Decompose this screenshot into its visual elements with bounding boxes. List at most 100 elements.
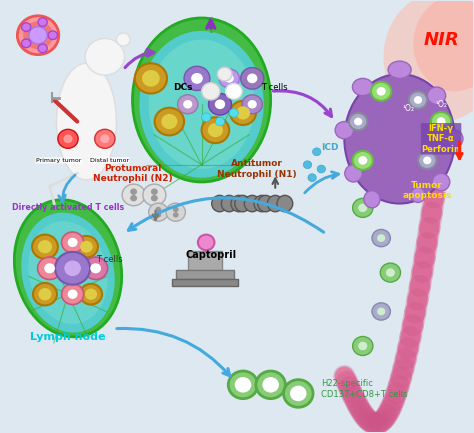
Circle shape — [75, 236, 98, 258]
Ellipse shape — [245, 195, 260, 212]
Circle shape — [191, 73, 203, 84]
Circle shape — [236, 106, 250, 120]
Circle shape — [219, 69, 239, 88]
Circle shape — [62, 284, 84, 304]
Circle shape — [38, 44, 47, 53]
Circle shape — [37, 257, 62, 280]
Circle shape — [283, 380, 313, 407]
Circle shape — [423, 156, 431, 164]
Ellipse shape — [352, 78, 373, 96]
Text: DCs: DCs — [173, 83, 193, 91]
Circle shape — [215, 117, 225, 126]
Text: ICD: ICD — [321, 143, 339, 152]
Circle shape — [155, 108, 184, 136]
Circle shape — [290, 386, 307, 401]
Ellipse shape — [14, 200, 122, 337]
Text: Primary tumor: Primary tumor — [36, 158, 82, 163]
Circle shape — [358, 204, 367, 212]
Circle shape — [215, 100, 225, 109]
Text: T cells: T cells — [262, 83, 288, 91]
Text: H22-specific
CD137+CD8+T cells: H22-specific CD137+CD8+T cells — [321, 379, 408, 399]
Ellipse shape — [267, 195, 283, 212]
Ellipse shape — [345, 165, 362, 182]
Circle shape — [151, 188, 158, 195]
Ellipse shape — [133, 18, 271, 182]
Ellipse shape — [231, 195, 246, 212]
Circle shape — [414, 96, 422, 104]
Circle shape — [173, 207, 179, 212]
Ellipse shape — [432, 173, 450, 191]
Circle shape — [155, 207, 161, 212]
Ellipse shape — [21, 213, 115, 333]
Circle shape — [209, 94, 231, 115]
Circle shape — [371, 82, 392, 101]
Text: IFN-γ
TNF-α
Perforin: IFN-γ TNF-α Perforin — [422, 124, 461, 154]
Circle shape — [242, 95, 263, 114]
Circle shape — [353, 198, 373, 217]
Ellipse shape — [447, 130, 463, 148]
Circle shape — [263, 377, 279, 393]
Circle shape — [62, 232, 84, 253]
Circle shape — [151, 195, 158, 201]
Circle shape — [100, 135, 109, 143]
Circle shape — [372, 229, 391, 247]
Text: Distal tumor: Distal tumor — [90, 158, 129, 163]
Circle shape — [353, 336, 373, 355]
Circle shape — [312, 148, 321, 155]
Circle shape — [380, 263, 401, 282]
Circle shape — [217, 67, 232, 81]
Circle shape — [377, 87, 386, 96]
Circle shape — [386, 268, 395, 277]
Ellipse shape — [166, 203, 185, 221]
Ellipse shape — [143, 184, 166, 206]
Circle shape — [95, 129, 115, 149]
Circle shape — [418, 152, 437, 169]
Ellipse shape — [344, 74, 455, 204]
Text: NIR: NIR — [423, 31, 459, 48]
Circle shape — [354, 118, 362, 126]
Circle shape — [372, 303, 391, 320]
Circle shape — [68, 290, 78, 299]
Ellipse shape — [277, 195, 293, 212]
Ellipse shape — [335, 122, 354, 139]
Circle shape — [21, 23, 31, 32]
Circle shape — [409, 91, 427, 109]
Circle shape — [431, 112, 451, 131]
Ellipse shape — [364, 191, 380, 208]
Circle shape — [142, 70, 160, 87]
Ellipse shape — [235, 195, 250, 212]
Circle shape — [303, 161, 311, 168]
Circle shape — [377, 307, 385, 315]
Ellipse shape — [254, 195, 270, 212]
Circle shape — [64, 135, 73, 143]
Ellipse shape — [258, 195, 273, 212]
Circle shape — [317, 165, 326, 173]
Ellipse shape — [29, 26, 47, 44]
Circle shape — [161, 114, 177, 129]
Circle shape — [377, 234, 385, 242]
Ellipse shape — [18, 16, 59, 55]
Bar — [172, 279, 238, 286]
Circle shape — [155, 212, 161, 218]
Circle shape — [308, 174, 316, 181]
Bar — [188, 251, 222, 271]
Circle shape — [80, 241, 93, 252]
Ellipse shape — [383, 0, 474, 122]
Ellipse shape — [212, 195, 228, 212]
Circle shape — [38, 240, 52, 253]
Ellipse shape — [221, 195, 237, 212]
Circle shape — [68, 238, 78, 247]
Circle shape — [201, 117, 229, 143]
Ellipse shape — [85, 39, 125, 75]
Circle shape — [230, 101, 256, 125]
Text: ¹O₂: ¹O₂ — [403, 104, 415, 113]
Text: Antitumor
Neutrophil (N1): Antitumor Neutrophil (N1) — [217, 159, 297, 179]
Text: Protumoral
Neutrophil (N2): Protumoral Neutrophil (N2) — [93, 164, 172, 183]
Circle shape — [130, 188, 137, 195]
Text: Captopril: Captopril — [185, 250, 237, 260]
Circle shape — [85, 288, 97, 300]
Circle shape — [226, 84, 242, 99]
Ellipse shape — [413, 0, 474, 91]
Circle shape — [235, 377, 251, 393]
Bar — [176, 270, 234, 279]
